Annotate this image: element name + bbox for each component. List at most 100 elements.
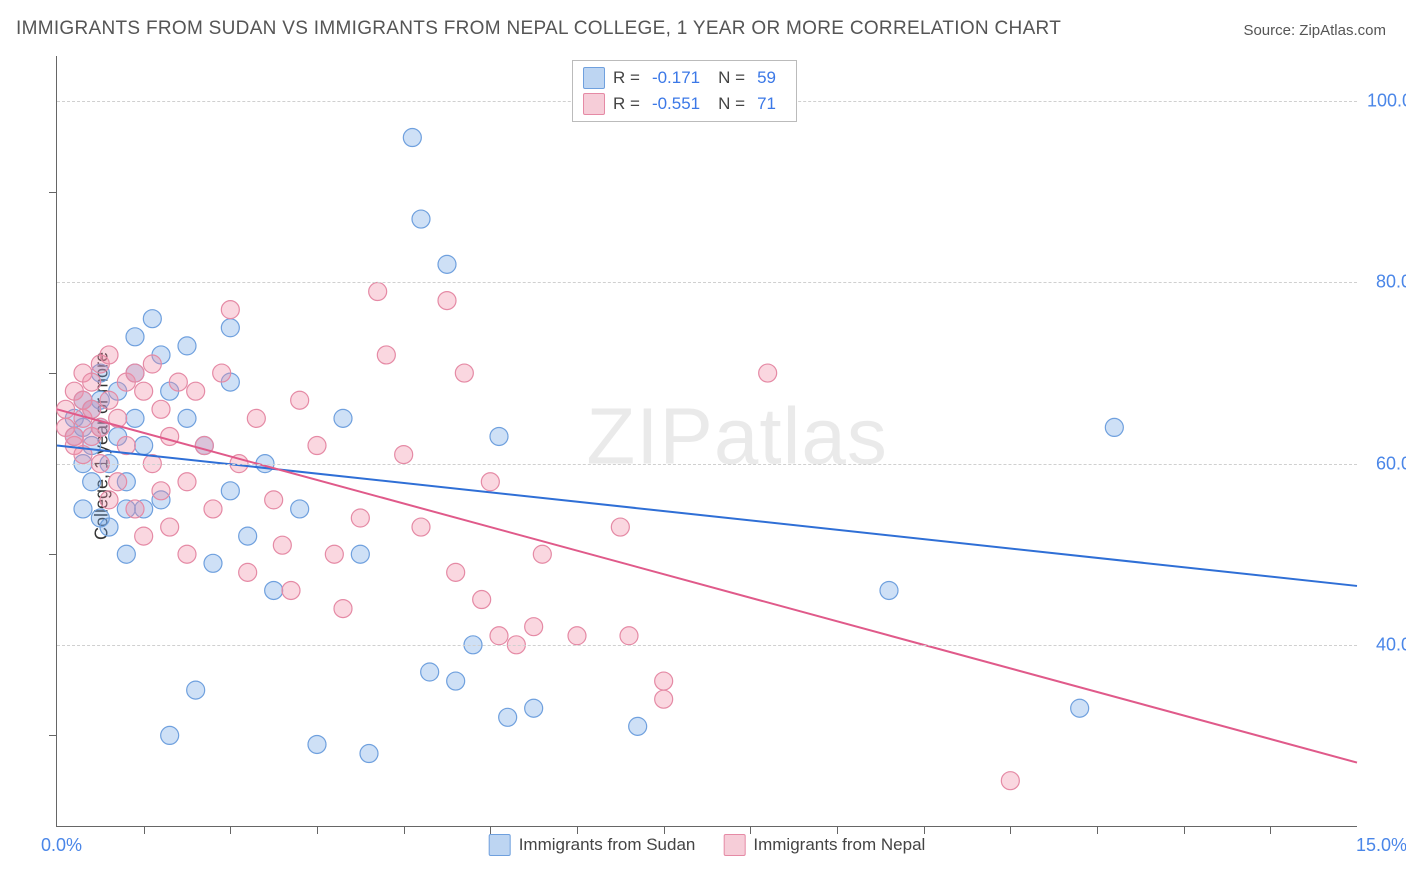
x-tick-mark — [230, 826, 231, 834]
data-point — [473, 591, 491, 609]
y-tick-mark — [49, 192, 57, 193]
data-point — [169, 373, 187, 391]
data-point — [109, 473, 127, 491]
data-point — [152, 482, 170, 500]
x-axis-max-label: 15.0% — [1356, 835, 1406, 856]
data-point — [395, 446, 413, 464]
data-point — [759, 364, 777, 382]
legend-label-nepal: Immigrants from Nepal — [753, 835, 925, 855]
source-label: Source: ZipAtlas.com — [1243, 22, 1386, 39]
x-tick-mark — [750, 826, 751, 834]
data-point — [178, 473, 196, 491]
data-point — [360, 745, 378, 763]
x-tick-mark — [490, 826, 491, 834]
data-point — [65, 427, 83, 445]
data-point — [100, 518, 118, 536]
y-tick-mark — [49, 373, 57, 374]
data-point — [308, 735, 326, 753]
data-point — [178, 545, 196, 563]
data-point — [161, 518, 179, 536]
y-tick-mark — [49, 735, 57, 736]
legend-stats: R = -0.171 N = 59 R = -0.551 N = 71 — [572, 60, 797, 122]
data-point — [126, 364, 144, 382]
y-tick-label: 100.0% — [1367, 91, 1406, 112]
data-point — [308, 437, 326, 455]
data-point — [282, 581, 300, 599]
x-tick-mark — [664, 826, 665, 834]
data-point — [525, 618, 543, 636]
data-point — [135, 437, 153, 455]
data-point — [117, 545, 135, 563]
gridline — [57, 645, 1357, 646]
data-point — [204, 554, 222, 572]
data-point — [438, 292, 456, 310]
data-point — [525, 699, 543, 717]
legend-stats-row: R = -0.551 N = 71 — [583, 91, 786, 117]
data-point — [438, 255, 456, 273]
legend-series: Immigrants from Sudan Immigrants from Ne… — [489, 834, 926, 856]
data-point — [273, 536, 291, 554]
legend-swatch-sudan — [583, 67, 605, 89]
y-tick-label: 60.0% — [1367, 453, 1406, 474]
x-tick-mark — [577, 826, 578, 834]
data-point — [1001, 772, 1019, 790]
n-value-nepal: 71 — [757, 94, 776, 114]
data-point — [265, 491, 283, 509]
x-tick-mark — [1270, 826, 1271, 834]
r-value-nepal: -0.551 — [652, 94, 700, 114]
data-point — [221, 319, 239, 337]
data-point — [421, 663, 439, 681]
data-point — [74, 500, 92, 518]
data-point — [447, 563, 465, 581]
data-point — [126, 500, 144, 518]
chart-title: IMMIGRANTS FROM SUDAN VS IMMIGRANTS FROM… — [16, 18, 1061, 40]
x-tick-mark — [924, 826, 925, 834]
data-point — [447, 672, 465, 690]
data-point — [490, 427, 508, 445]
legend-swatch-sudan — [489, 834, 511, 856]
x-axis-min-label: 0.0% — [41, 835, 82, 856]
data-point — [403, 129, 421, 147]
data-point — [334, 600, 352, 618]
legend-label-sudan: Immigrants from Sudan — [519, 835, 696, 855]
gridline — [57, 464, 1357, 465]
data-point — [499, 708, 517, 726]
x-tick-mark — [317, 826, 318, 834]
data-point — [100, 346, 118, 364]
data-point — [377, 346, 395, 364]
data-point — [83, 473, 101, 491]
data-point — [620, 627, 638, 645]
trend-line — [57, 409, 1357, 762]
data-point — [126, 328, 144, 346]
data-point — [100, 491, 118, 509]
data-point — [325, 545, 343, 563]
data-point — [221, 482, 239, 500]
legend-stats-row: R = -0.171 N = 59 — [583, 65, 786, 91]
data-point — [351, 545, 369, 563]
data-point — [291, 391, 309, 409]
data-point — [369, 283, 387, 301]
data-point — [351, 509, 369, 527]
data-point — [187, 382, 205, 400]
data-point — [611, 518, 629, 536]
data-point — [412, 518, 430, 536]
data-point — [568, 627, 586, 645]
data-point — [178, 337, 196, 355]
data-point — [178, 409, 196, 427]
y-tick-label: 40.0% — [1367, 634, 1406, 655]
data-point — [161, 427, 179, 445]
data-point — [152, 400, 170, 418]
chart-canvas — [57, 56, 1357, 826]
data-point — [83, 373, 101, 391]
data-point — [126, 409, 144, 427]
y-tick-label: 80.0% — [1367, 272, 1406, 293]
data-point — [213, 364, 231, 382]
data-point — [221, 301, 239, 319]
data-point — [455, 364, 473, 382]
data-point — [655, 672, 673, 690]
legend-item-sudan: Immigrants from Sudan — [489, 834, 696, 856]
data-point — [204, 500, 222, 518]
data-point — [291, 500, 309, 518]
x-tick-mark — [1184, 826, 1185, 834]
data-point — [239, 563, 257, 581]
